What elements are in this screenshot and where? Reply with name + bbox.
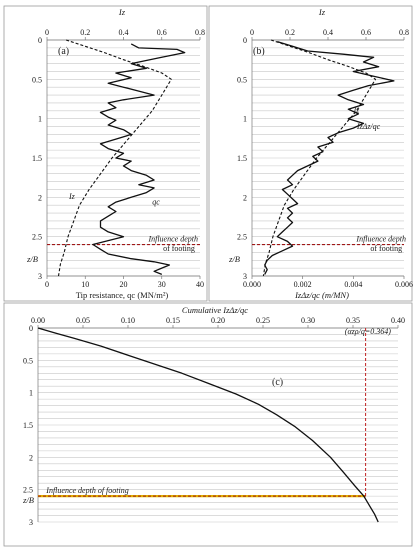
panel-a-frame bbox=[3, 5, 208, 302]
panel-b-bottom-axis-label: IzΔz/qc (m/MN) bbox=[294, 290, 349, 300]
panel-a-top-tick-label: 0.4 bbox=[119, 28, 129, 37]
panel-a-label: (a) bbox=[58, 46, 69, 57]
panel-c-annotation-0: (αzρ/q=0.364) bbox=[345, 327, 391, 336]
panel-a-annotation-0: Iz bbox=[68, 192, 76, 201]
panel-a-y-tick-label: 2.5 bbox=[32, 233, 42, 242]
panel-b-y-tick-label: 2 bbox=[243, 193, 247, 202]
panel-b-y-tick-label: 3 bbox=[243, 272, 247, 281]
panel-b-bottom-tick-label: 0.000 bbox=[243, 280, 261, 289]
panel-a-top-tick-label: 0.2 bbox=[80, 28, 90, 37]
panel-b-bottom-tick-label: 0.002 bbox=[294, 280, 312, 289]
panel-a-top-tick-label: 0 bbox=[45, 28, 49, 37]
panel-c-y-tick-label: 0 bbox=[29, 324, 33, 333]
panel-b-series-1-line bbox=[264, 40, 395, 275]
panel-c-y-tick-label: 2 bbox=[29, 453, 33, 462]
panel-a-top-tick-label: 0.8 bbox=[195, 28, 205, 37]
panel-b-bottom-tick-label: 0.006 bbox=[395, 280, 413, 289]
panel-b-top-tick-label: 0 bbox=[250, 28, 254, 37]
panel-c-top-tick-label: 0.30 bbox=[301, 316, 315, 325]
panel-c-y-tick-label: 1.5 bbox=[23, 421, 33, 430]
panel-a-top-tick-label: 0.6 bbox=[157, 28, 167, 37]
panel-b-y-tick-label: 1 bbox=[243, 115, 247, 124]
panel-b-top-tick-label: 0.6 bbox=[361, 28, 371, 37]
panel-b-y-tick-label: 0.5 bbox=[237, 75, 247, 84]
panel-a-annotation-3: of footing bbox=[163, 244, 195, 253]
panel-b-y-tick-label: 1.5 bbox=[237, 154, 247, 163]
panel-b-annotation-1: IzΔz/qc bbox=[356, 122, 381, 131]
panel-b-label: (b) bbox=[253, 46, 265, 57]
panel-b-top-tick-label: 0.2 bbox=[285, 28, 295, 37]
panel-a-bottom-tick-label: 10 bbox=[81, 280, 89, 289]
panel-c-top-tick-label: 0.00 bbox=[31, 316, 45, 325]
panel-a-annotation-2: Influence depth bbox=[147, 234, 198, 243]
panel-a-bottom-tick-label: 30 bbox=[158, 280, 166, 289]
panel-b-y-tick-label: 0 bbox=[243, 36, 247, 45]
panel-c-frame bbox=[3, 302, 413, 547]
panel-a-y-tick-label: 2 bbox=[38, 193, 42, 202]
panel-a-bottom-tick-label: 40 bbox=[196, 280, 204, 289]
panel-a-y-tick-label: 1 bbox=[38, 115, 42, 124]
panel-c-y-tick-label: 2.5 bbox=[23, 486, 33, 495]
panel-a-y-axis-label: z/B bbox=[26, 254, 38, 264]
panel-c-annotation-1: Influence depth of footing bbox=[45, 486, 128, 495]
panel-c-y-axis-label: z/B bbox=[22, 495, 34, 505]
panel-a-bottom-tick-label: 0 bbox=[45, 280, 49, 289]
panel-b-bottom-tick-label: 0.004 bbox=[344, 280, 362, 289]
panel-c-top-axis-label: Cumulative IzΔz/qc bbox=[182, 305, 248, 315]
panel-a-y-tick-label: 1.5 bbox=[32, 154, 42, 163]
panel-b-top-axis-label: Iz bbox=[318, 7, 326, 17]
panel-b-annotation-3: of footing bbox=[370, 244, 402, 253]
panel-a-y-tick-label: 0 bbox=[38, 36, 42, 45]
panel-a-y-tick-label: 3 bbox=[38, 272, 42, 281]
panel-c-top-tick-label: 0.20 bbox=[211, 316, 225, 325]
panel-a-series-1-line bbox=[92, 43, 186, 276]
panel-c-y-tick-label: 0.5 bbox=[23, 356, 33, 365]
panel-a-top-axis-label: Iz bbox=[118, 7, 126, 17]
panel-b-frame bbox=[208, 5, 413, 302]
panel-a-bottom-axis-label: Tip resistance, qc (MN/m²) bbox=[76, 290, 169, 300]
panel-c-top-tick-label: 0.10 bbox=[121, 316, 135, 325]
panel-b-y-tick-label: 2.5 bbox=[237, 233, 247, 242]
panel-c-label: (c) bbox=[272, 377, 283, 388]
panel-b-y-axis-label: z/B bbox=[228, 254, 240, 264]
panel-c-top-tick-label: 0.35 bbox=[346, 316, 360, 325]
panel-c-y-tick-label: 3 bbox=[29, 518, 33, 527]
panel-a-series-0-line bbox=[57, 39, 172, 277]
panel-b-annotation-2: Influence depth bbox=[355, 234, 406, 243]
panel-c-top-tick-label: 0.40 bbox=[391, 316, 405, 325]
panel-b-top-tick-label: 0.4 bbox=[323, 28, 333, 37]
panel-c-top-tick-label: 0.05 bbox=[76, 316, 90, 325]
panel-c-top-tick-label: 0.25 bbox=[256, 316, 270, 325]
panel-c-top-tick-label: 0.15 bbox=[166, 316, 180, 325]
panel-c-series-0-line bbox=[37, 327, 379, 523]
panel-b-annotation-0: Iz bbox=[353, 105, 361, 114]
panel-a-bottom-tick-label: 20 bbox=[120, 280, 128, 289]
panel-a-y-tick-label: 0.5 bbox=[32, 75, 42, 84]
panel-a-annotation-1: qc bbox=[152, 197, 160, 206]
panel-c-y-tick-label: 1 bbox=[29, 389, 33, 398]
panel-b-top-tick-label: 0.8 bbox=[399, 28, 409, 37]
